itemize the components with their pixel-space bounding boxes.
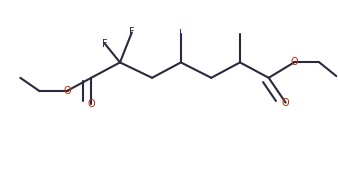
Text: I: I: [179, 29, 182, 39]
Text: O: O: [64, 86, 71, 96]
Text: O: O: [290, 57, 298, 67]
Text: O: O: [88, 99, 95, 109]
Text: F: F: [102, 39, 107, 49]
Text: F: F: [129, 28, 135, 37]
Text: O: O: [282, 98, 289, 108]
